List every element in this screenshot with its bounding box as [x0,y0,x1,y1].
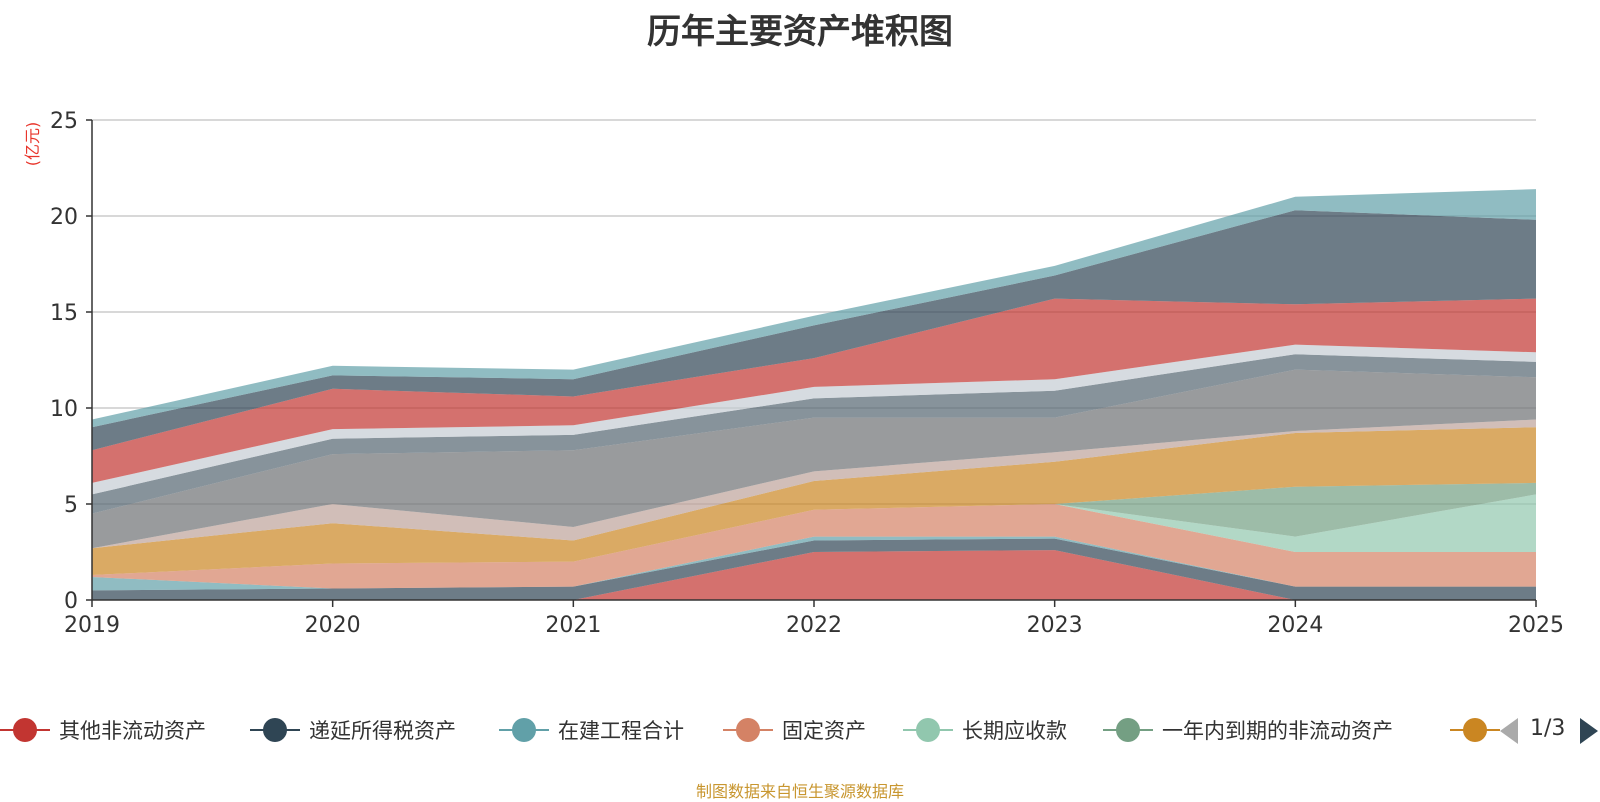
area-series-长期应收款[interactable] [92,494,1536,575]
legend-label: 一年内到期的非流动资产 [1162,719,1393,743]
area-series-预付款项[interactable] [92,419,1536,549]
legend: 其他非流动资产 递延所得税资产 在建工程合计 固定资产 长期应收款 一年内到期的非流动资产 [0,712,1600,748]
area-series-固定资产[interactable] [92,504,1536,589]
legend-prev-page-icon[interactable] [1500,718,1518,744]
area-series-存货[interactable] [92,427,1536,575]
area-series-应收票据[interactable] [92,354,1536,514]
legend-item[interactable]: 在建工程合计 [499,712,684,748]
y-tick-label: 5 [64,493,78,518]
legend-marker-icon [0,718,50,742]
legend-next-page-icon[interactable] [1580,718,1598,744]
legend-marker-icon [1450,718,1500,742]
x-tick-label: 2024 [1267,613,1323,638]
legend-label: 固定资产 [782,719,866,743]
legend-marker-icon [723,718,773,742]
legend-label: 其他非流动资产 [59,719,206,743]
legend-item[interactable]: 长期应收款 [903,712,1067,748]
area-series-其他应收款[interactable] [92,210,1536,451]
area-series-在建工程合计[interactable] [92,536,1536,591]
legend-item[interactable]: 其他非流动资产 [0,712,206,748]
y-axis-unit-label: (亿元) [23,122,42,167]
y-tick-label: 20 [50,205,78,230]
x-tick-label: 2021 [545,613,601,638]
y-tick-label: 15 [50,301,78,326]
legend-marker-icon [1103,718,1153,742]
legend-label: 在建工程合计 [558,719,684,743]
legend-label: 长期应收款 [962,719,1067,743]
x-tick-label: 2023 [1027,613,1083,638]
legend-pager: 1/3 [1496,712,1600,748]
legend-item[interactable]: 递延所得税资产 [250,712,456,748]
area-series-一年内到期的非流动资产[interactable] [92,482,1536,575]
area-series-递延所得税资产[interactable] [92,538,1536,600]
area-series [92,189,1536,600]
legend-label: 递延所得税资产 [309,719,456,743]
x-tick-label: 2020 [305,613,361,638]
chart-title: 历年主要资产堆积图 [647,12,953,52]
legend-marker-icon [499,718,549,742]
legend-item[interactable] [1450,712,1500,748]
legend-marker-icon [903,718,953,742]
x-tick-label: 2025 [1508,613,1564,638]
legend-item[interactable]: 固定资产 [723,712,866,748]
area-series-货币资金[interactable] [92,298,1536,483]
y-tick-label: 25 [50,109,78,134]
legend-marker-icon [250,718,300,742]
legend-page-indicator: 1/3 [1530,716,1566,741]
y-tick-label: 10 [50,397,78,422]
area-series-应收账款[interactable] [92,369,1536,549]
legend-item[interactable]: 一年内到期的非流动资产 [1103,712,1393,748]
x-tick-label: 2019 [64,613,120,638]
x-tick-label: 2022 [786,613,842,638]
area-series-其他非流动资产[interactable] [92,550,1536,600]
area-series-合同资产[interactable] [92,189,1536,428]
source-note: 制图数据来自恒生聚源数据库 [695,782,904,801]
y-tick-label: 0 [64,589,78,614]
